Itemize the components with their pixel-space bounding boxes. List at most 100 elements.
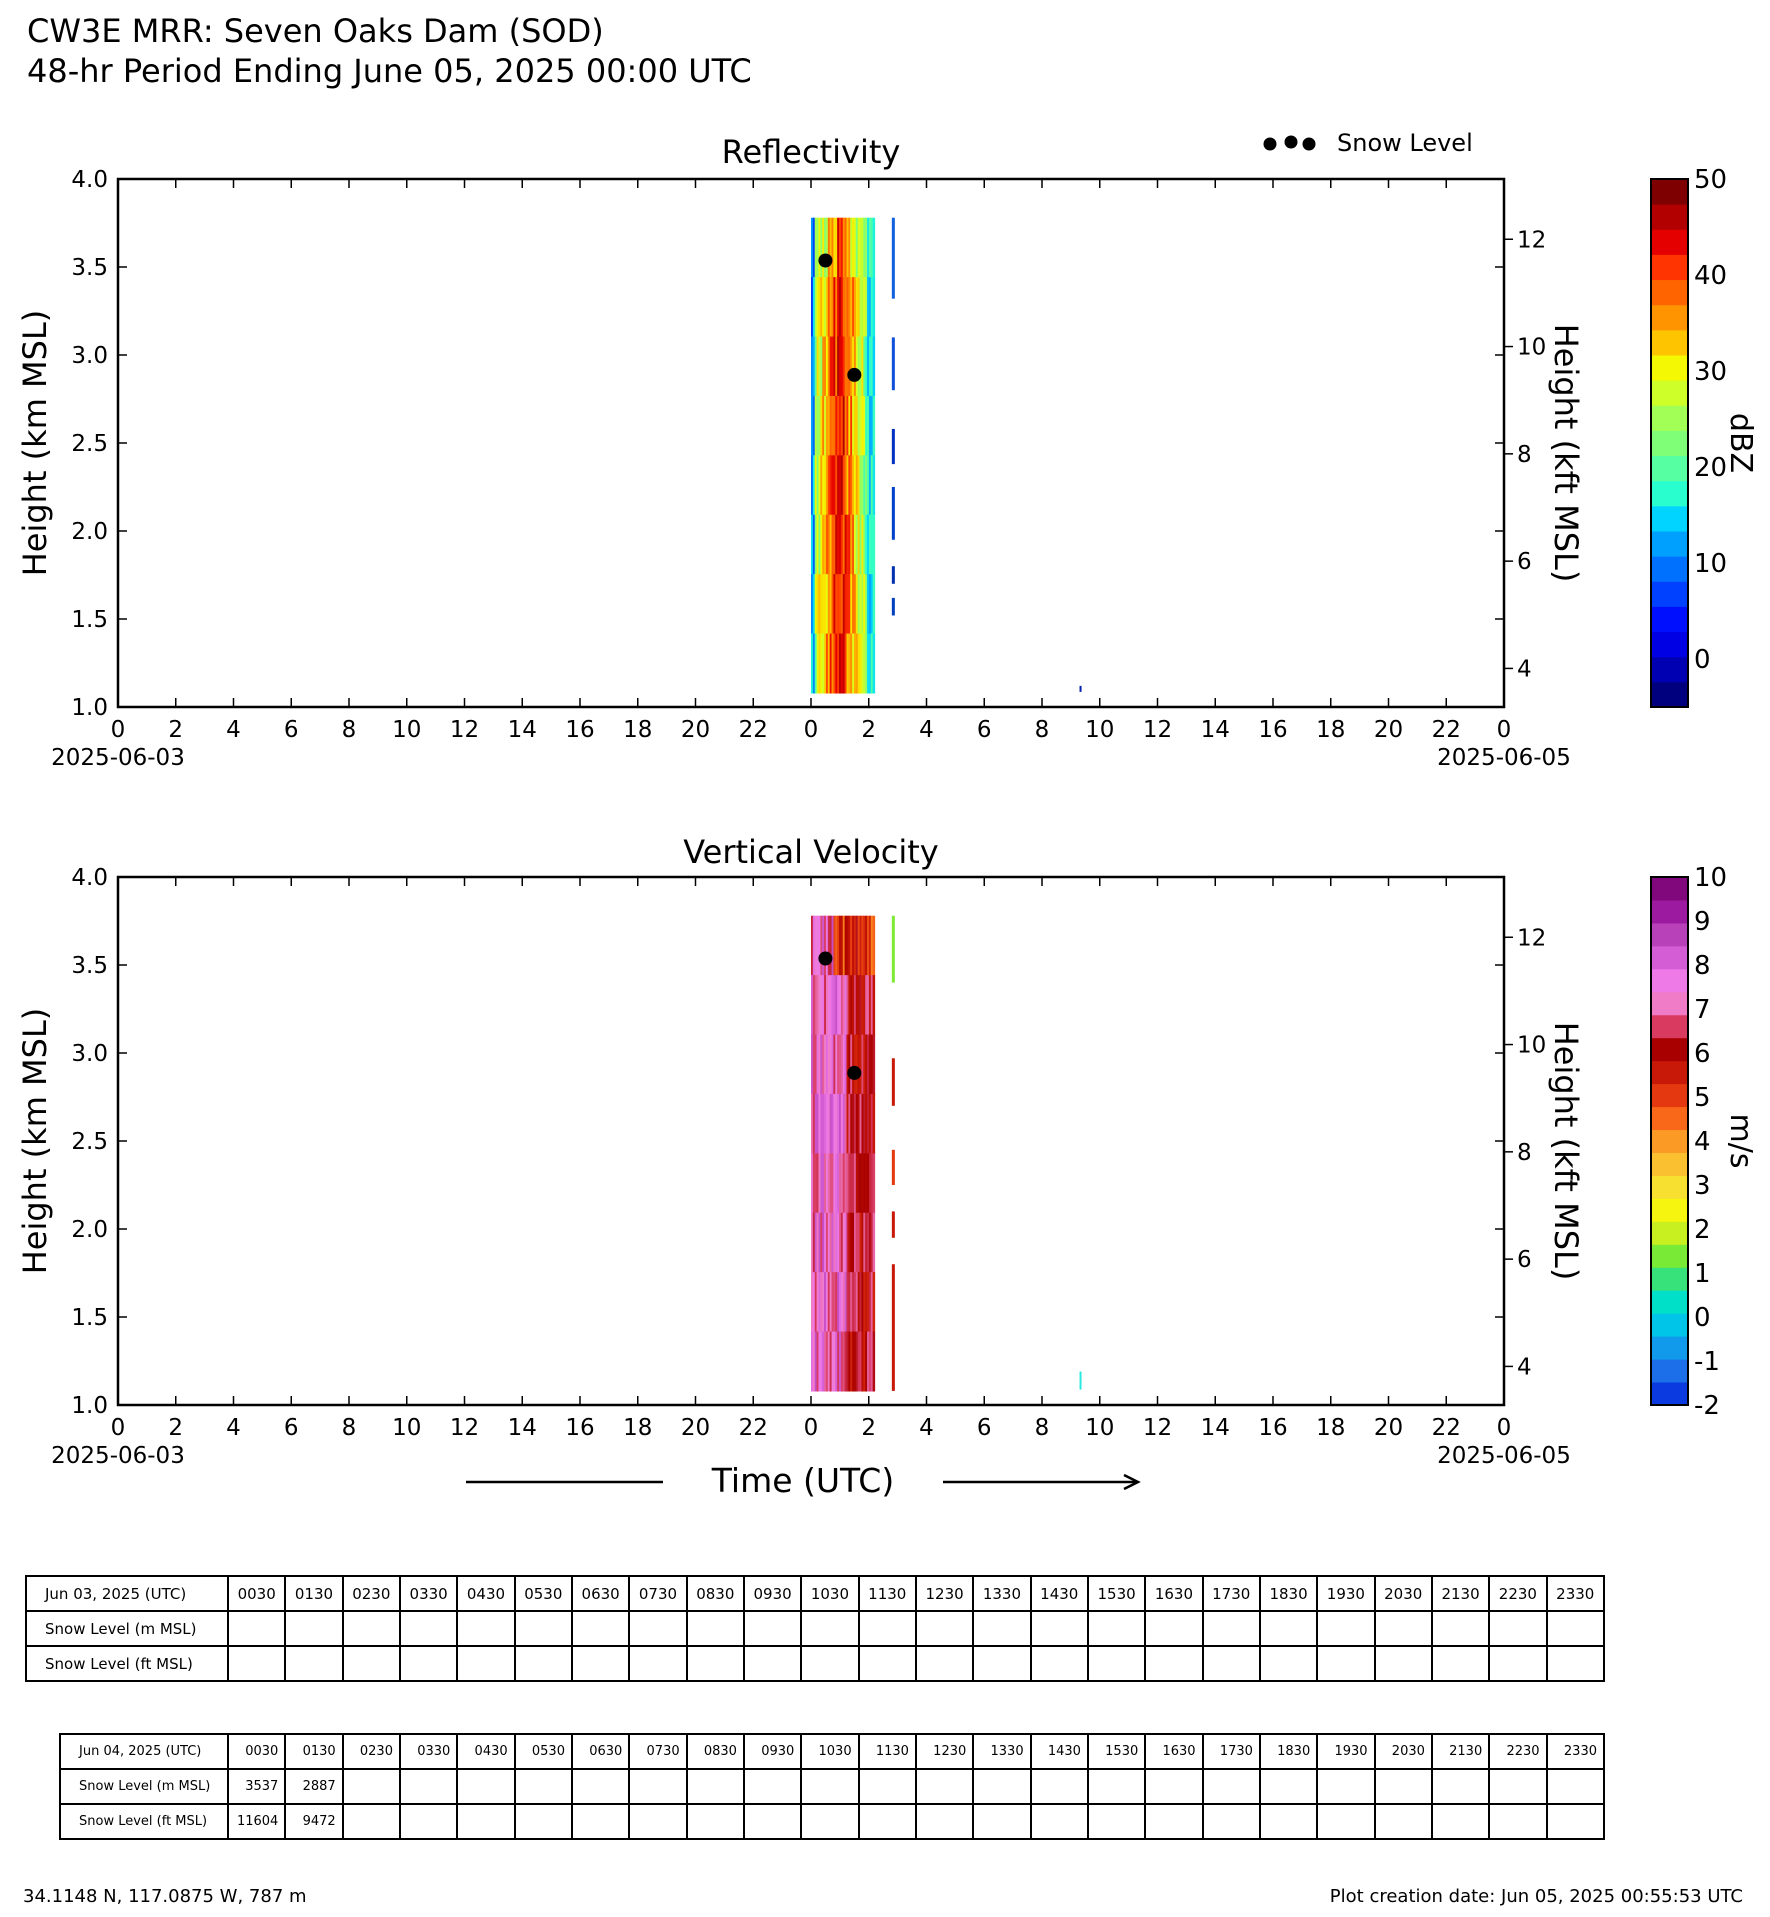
heatmap-cell — [840, 1153, 844, 1214]
heatmap-cell — [842, 395, 846, 456]
heatmap-cell — [848, 1272, 851, 1333]
heatmap-cell — [855, 217, 859, 278]
heatmap-cell — [824, 915, 827, 976]
heatmap-cell — [839, 217, 842, 278]
heatmap-cell — [844, 1093, 848, 1154]
heatmap-cell — [818, 574, 821, 635]
heatmap-cell — [891, 1211, 895, 1238]
heatmap-cell — [829, 1272, 833, 1333]
table-time-header: 1430 — [1029, 1733, 1089, 1770]
heatmap-cell — [829, 514, 833, 575]
heatmap-cell — [852, 1093, 855, 1154]
table-time-header: 0530 — [513, 1575, 573, 1612]
heatmap-cell — [812, 633, 816, 694]
heatmap-cell — [857, 915, 861, 976]
heatmap-cell — [837, 574, 840, 635]
y-axis-label: Height (km MSL) — [16, 1008, 54, 1275]
heatmap-cell — [846, 1331, 849, 1392]
heatmap-cell — [872, 1331, 876, 1392]
colorbar-swatch — [1651, 945, 1688, 970]
heatmap-cell — [812, 514, 816, 575]
table-cell — [570, 1645, 631, 1682]
heatmap-cell — [831, 217, 835, 278]
colorbar-swatch — [1651, 304, 1688, 331]
x-tick-label: 16 — [1258, 717, 1287, 743]
heatmap-cell — [824, 455, 827, 516]
heatmap-cell — [863, 336, 866, 397]
table-cell — [1201, 1768, 1261, 1805]
x-date-label: 2025-06-05 — [1437, 745, 1571, 771]
colorbar-tick-label: 2 — [1694, 1215, 1711, 1245]
heatmap-cell — [859, 1153, 863, 1214]
heatmap-cell — [844, 514, 848, 575]
x-tick-label: 20 — [1374, 1415, 1403, 1441]
table-cell — [456, 1803, 516, 1840]
heatmap-cell — [842, 1093, 846, 1154]
table-cell — [1258, 1645, 1319, 1682]
heatmap-cell — [850, 1153, 853, 1214]
table-cell — [341, 1803, 401, 1840]
heatmap-cell — [824, 1212, 827, 1273]
heatmap-cell — [855, 514, 859, 575]
colorbar-swatch — [1651, 1244, 1688, 1268]
heatmap-cell — [835, 455, 838, 516]
heatmap-cell — [857, 975, 861, 1036]
heatmap-cell — [853, 336, 857, 397]
table-time-header: 1930 — [1316, 1575, 1376, 1612]
table-cell — [972, 1645, 1032, 1682]
heatmap-cell — [848, 514, 851, 575]
table-cell — [857, 1645, 917, 1682]
heatmap-cell — [818, 1272, 821, 1333]
heatmap-cell — [844, 1331, 848, 1392]
heatmap-cell — [870, 1034, 874, 1095]
heatmap-cell — [827, 915, 831, 976]
heatmap-cell — [831, 455, 835, 516]
heatmap-cell — [829, 975, 833, 1036]
heatmap-cell — [872, 217, 876, 278]
table-time-header: 0230 — [341, 1575, 401, 1612]
heatmap-cell — [825, 1153, 829, 1214]
colorbar-swatch — [1651, 380, 1688, 406]
table-cell: 11604 — [226, 1803, 287, 1840]
legend-marker — [1284, 135, 1298, 149]
table-cell — [800, 1645, 860, 1682]
x-tick-label: 10 — [392, 717, 421, 743]
heatmap-cell — [812, 1093, 816, 1154]
heatmap-cell — [850, 1272, 853, 1333]
x-tick-label: 10 — [1085, 717, 1114, 743]
heatmap-cell — [846, 633, 849, 694]
snow-level-table-jun03: Jun 03, 2025 (UTC) 0030 0130 0230 0330 0430 05… — [25, 1575, 1606, 1682]
heatmap-cell — [835, 277, 838, 338]
heatmap-cell — [818, 975, 821, 1036]
heatmap-cell — [814, 455, 818, 516]
heatmap-cell — [839, 1212, 842, 1273]
heatmap-cell — [825, 336, 829, 397]
heatmap-cell — [833, 1153, 836, 1214]
panel-title: Reflectivity — [722, 133, 901, 171]
table-cell — [456, 1610, 516, 1647]
colorbar-swatch — [1651, 480, 1688, 507]
heatmap-cell — [868, 277, 872, 338]
heatmap-cell — [827, 514, 831, 575]
colorbar-swatch — [1651, 656, 1688, 683]
heatmap-cell — [848, 1093, 851, 1154]
y-tick-label: 2.5 — [71, 431, 108, 457]
heatmap-cell — [870, 915, 874, 976]
heatmap-cell — [820, 455, 823, 516]
colorbar-tick-label: 7 — [1694, 995, 1711, 1025]
heatmap-cell — [855, 1034, 859, 1095]
heatmap-cell — [855, 277, 859, 338]
heatmap-cell — [891, 337, 895, 391]
table-cell: 9472 — [284, 1803, 344, 1840]
heatmap-cell — [844, 1212, 848, 1273]
table-cell — [1488, 1610, 1548, 1647]
table-time-header: 1330 — [972, 1575, 1032, 1612]
heatmap-cell — [812, 395, 816, 456]
heatmap-cell — [855, 395, 859, 456]
x-tick-label: 18 — [623, 717, 652, 743]
heatmap-cell — [872, 915, 876, 976]
heatmap-cell — [831, 1212, 835, 1273]
heatmap-cell — [825, 915, 829, 976]
colorbar-swatch — [1651, 279, 1688, 306]
heatmap-cell — [861, 1331, 864, 1392]
